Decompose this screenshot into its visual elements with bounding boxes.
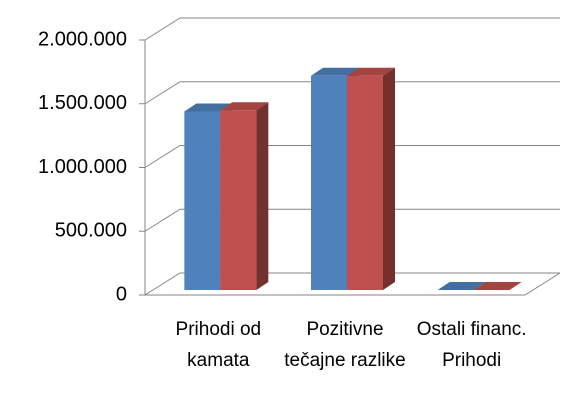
y-tick-label: 2.000.000 [38, 28, 127, 50]
y-tick-label: 1.500.000 [38, 92, 127, 114]
y-tick-label: 500.000 [55, 220, 127, 242]
bar-top [220, 102, 269, 111]
bar-top [347, 67, 395, 76]
bar-top [184, 103, 233, 112]
bar [311, 75, 347, 290]
bar-top [311, 67, 359, 76]
y-tick-label: 1.000.000 [38, 156, 127, 178]
x-tick-label: Pozitivne tečajne razlike [284, 319, 406, 371]
x-tick-label: Ostali financ. Prihodi [416, 319, 527, 371]
bar [220, 110, 257, 290]
grid-line [144, 145, 560, 168]
grid-line [144, 17, 560, 41]
x-tick-label: Prihodi od kamata [175, 319, 262, 371]
grid-line [144, 81, 560, 105]
bar-side [256, 102, 269, 290]
grid-line [144, 208, 560, 232]
bar [184, 111, 221, 290]
y-tick-label: 0 [116, 283, 127, 305]
bar-side [383, 67, 395, 290]
bar-top [437, 282, 486, 290]
floor-edge [145, 272, 561, 296]
bar [347, 75, 383, 290]
grid-line [144, 272, 560, 296]
bar-top [473, 282, 522, 290]
